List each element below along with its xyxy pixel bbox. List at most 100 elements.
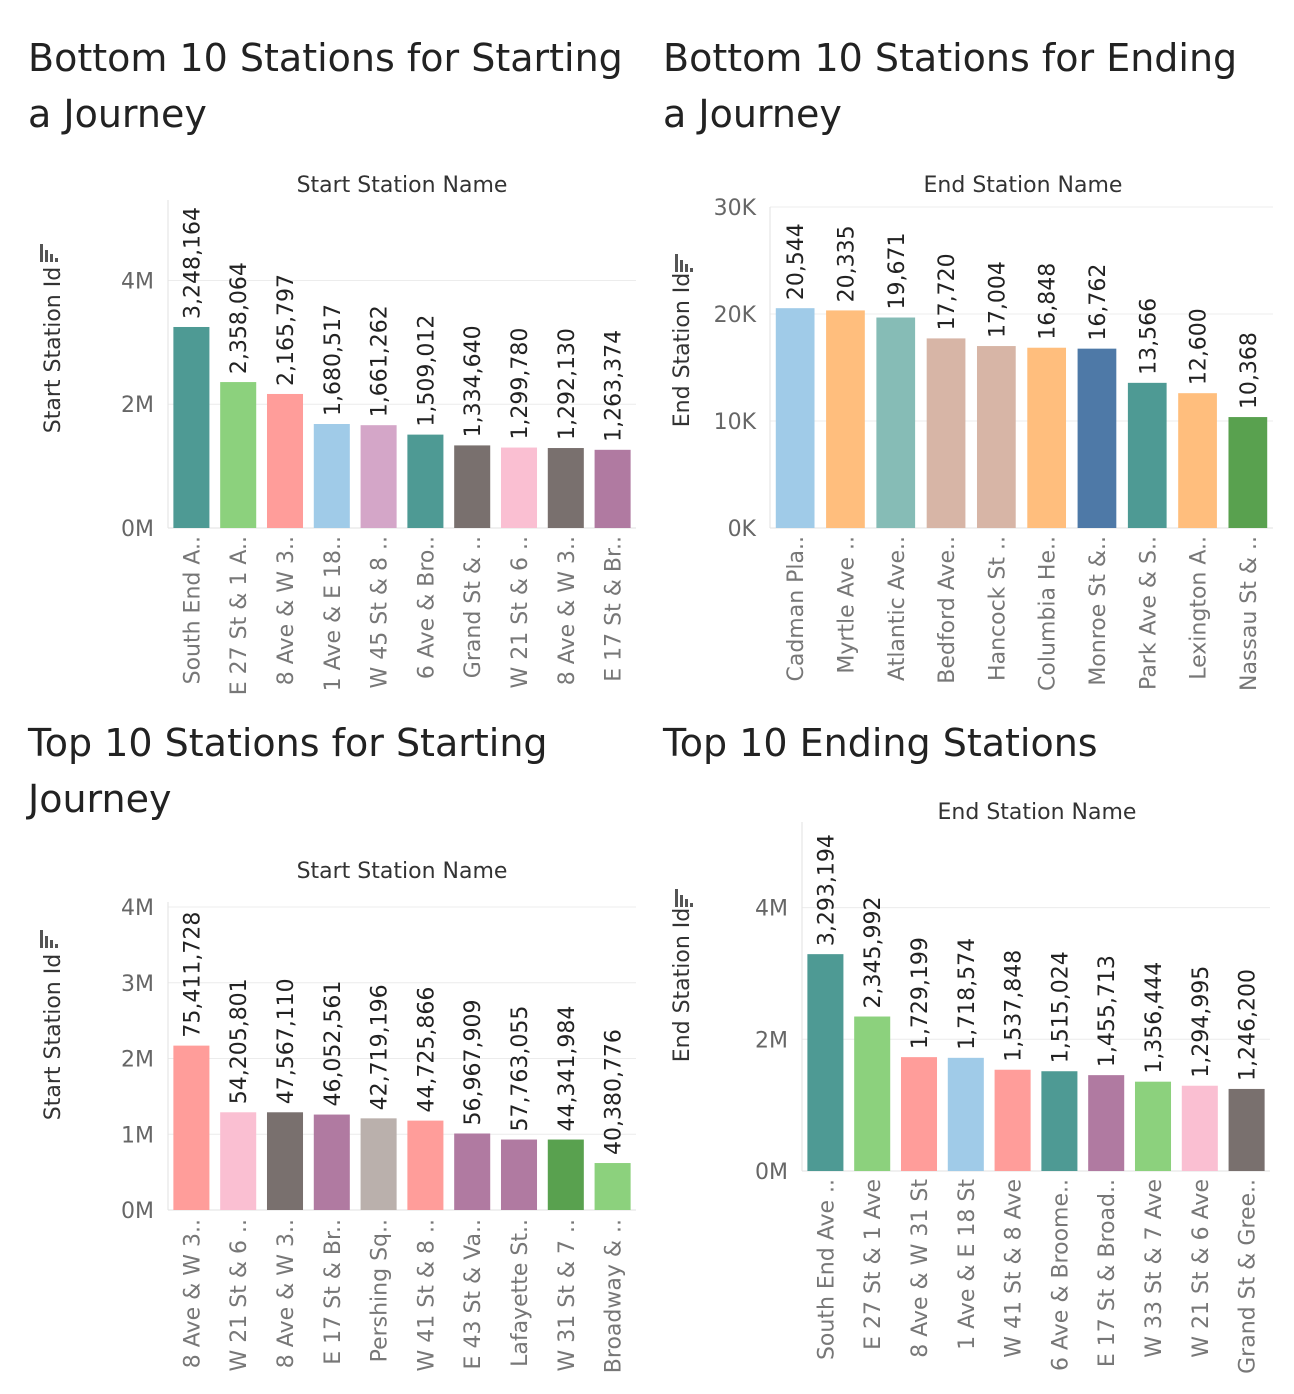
bar[interactable] [220, 382, 257, 528]
category-label: Lexington A.. [1187, 536, 1212, 680]
bar[interactable] [1127, 382, 1167, 528]
bar[interactable] [1228, 1088, 1265, 1171]
category-label: W 21 St & 6 .. [227, 1219, 252, 1371]
panel-bottom-end: Bottom 10 Stations for Ending a Journey … [647, 0, 1294, 697]
category-label: 8 Ave & W 31 St [908, 1179, 933, 1358]
bar[interactable] [854, 1016, 891, 1171]
y-tick-label: 0M [121, 1199, 154, 1224]
bar[interactable] [266, 393, 304, 528]
data-label: 54,205,801 [227, 978, 252, 1104]
y-tick-label: 0M [121, 517, 154, 542]
bar[interactable] [594, 449, 631, 528]
bar[interactable] [826, 310, 865, 528]
bar[interactable] [1077, 348, 1117, 528]
category-label: E 17 St & Broad.. [1095, 1179, 1120, 1367]
y-tick-label: 2M [121, 1048, 154, 1073]
bar[interactable] [1181, 1085, 1218, 1171]
bar[interactable] [775, 308, 815, 528]
category-label: E 17 St & Br.. [321, 1219, 346, 1365]
data-label: 1,356,444 [1142, 962, 1167, 1074]
bar[interactable] [1228, 417, 1268, 528]
bar[interactable] [407, 434, 444, 528]
bar[interactable] [360, 425, 397, 528]
category-label: Hancock St .. [985, 536, 1010, 681]
data-label: 57,763,055 [508, 1006, 533, 1132]
category-label: Pershing Sq.. [368, 1219, 393, 1362]
bar[interactable] [454, 1133, 491, 1210]
sort-icon[interactable] [40, 930, 58, 948]
bar[interactable] [594, 1163, 631, 1210]
category-label: Broadway & .. [602, 1219, 627, 1373]
data-label: 44,725,866 [414, 987, 439, 1113]
bar[interactable] [1088, 1075, 1125, 1171]
column-header: Start Station Name [297, 173, 508, 198]
bar[interactable] [360, 1118, 397, 1210]
data-label: 20,335 [834, 225, 859, 302]
sort-icon[interactable] [675, 889, 693, 907]
bar[interactable] [313, 423, 350, 528]
bar[interactable] [173, 1045, 210, 1210]
panel-title: Top 10 Ending Stations [663, 721, 1098, 765]
data-label: 46,052,561 [321, 981, 346, 1107]
category-label: 1 Ave & E 18 St [955, 1179, 980, 1350]
sort-icon[interactable] [40, 244, 58, 262]
y-tick-label: 4M [121, 269, 154, 294]
bar[interactable] [407, 1120, 444, 1210]
data-label: 1,334,640 [461, 325, 486, 437]
bar[interactable] [807, 954, 844, 1171]
bar[interactable] [994, 1069, 1031, 1171]
bar[interactable] [1134, 1081, 1172, 1171]
y-axis-title: Start Station Id [41, 267, 66, 433]
bar[interactable] [220, 1112, 257, 1210]
bar[interactable] [173, 326, 210, 528]
y-tick-label: 0M [755, 1160, 788, 1185]
category-label: W 41 St & 8 .. [414, 1219, 439, 1371]
data-label: 20,544 [784, 223, 809, 300]
y-tick-label: 4M [755, 897, 788, 922]
category-label: W 33 St & 7 Ave [1142, 1179, 1167, 1358]
data-label: 1,292,130 [555, 328, 580, 440]
category-label: W 45 St & 8 .. [368, 536, 393, 688]
bar[interactable] [1041, 1071, 1078, 1171]
category-label: Park Ave & S.. [1136, 536, 1161, 690]
data-label: 1,661,262 [368, 305, 393, 417]
bar[interactable] [313, 1114, 350, 1210]
bar[interactable] [547, 448, 584, 528]
category-label: Atlantic Ave.. [885, 536, 910, 681]
bar[interactable] [500, 447, 538, 528]
data-label: 44,341,984 [555, 1006, 580, 1132]
bar[interactable] [947, 1057, 984, 1171]
category-label: Columbia He.. [1036, 536, 1061, 691]
bar[interactable] [1178, 393, 1217, 528]
bar[interactable] [454, 445, 491, 528]
category-label: 1 Ave & E 18.. [321, 536, 346, 691]
data-label: 13,566 [1136, 298, 1161, 375]
bar[interactable] [500, 1139, 538, 1210]
data-label: 19,671 [885, 233, 910, 310]
category-label: Monroe St &.. [1086, 536, 1111, 686]
category-label: 8 Ave & W 3.. [274, 536, 299, 685]
category-label: E 27 St & 1 Ave [861, 1179, 886, 1350]
bar[interactable] [1027, 347, 1067, 528]
category-label: South End A.. [180, 536, 205, 684]
sort-icon[interactable] [675, 254, 693, 272]
data-label: 12,600 [1187, 308, 1212, 385]
category-label: Grand St & Gree.. [1236, 1179, 1261, 1374]
bar-chart: End Station Name End Station Id 0K 10K 20K 30… [670, 173, 1273, 691]
category-label: W 41 St & 8 Ave [1002, 1179, 1027, 1358]
bar[interactable] [266, 1112, 304, 1210]
y-tick-label: 2M [121, 393, 154, 418]
panel-top-start: Top 10 Stations for Starting Journey Sta… [0, 697, 647, 1394]
y-tick-label: 1M [121, 1123, 154, 1148]
data-label: 2,345,992 [861, 897, 886, 1009]
bar[interactable] [926, 338, 966, 528]
bar[interactable] [976, 346, 1016, 528]
bar[interactable] [900, 1057, 938, 1171]
category-label: 8 Ave & W 3.. [274, 1219, 299, 1368]
bar[interactable] [547, 1139, 584, 1210]
data-label: 10,368 [1237, 332, 1262, 409]
data-label: 1,246,200 [1236, 969, 1261, 1081]
bar[interactable] [876, 317, 916, 528]
data-label: 1,299,780 [508, 328, 533, 440]
data-label: 40,380,776 [602, 1029, 627, 1155]
